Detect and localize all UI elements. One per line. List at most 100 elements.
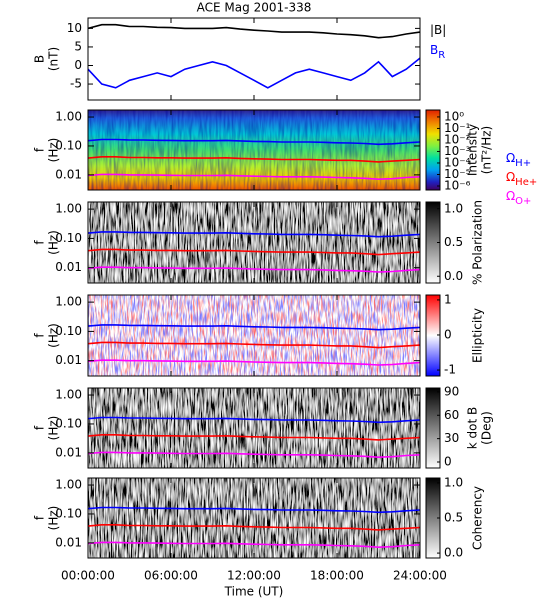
x-tick-label: 24:00:00 [393,569,447,583]
y-axis-unit: (Hz) [47,323,61,348]
colorbar-tick-label: 10⁻³ [444,144,471,158]
y-tick-label: 0.01 [55,445,82,459]
plot-frame [87,17,421,101]
gyrofrequency-line [87,324,421,331]
colorbar-label: Ellipticity [471,308,485,363]
colorbar-unit: (nT²/Hz) [480,126,494,174]
chart-title: ACE Mag 2001-338 [197,1,312,15]
y-axis-unit: (nT) [47,47,61,71]
colorbar-label: Coherency [471,486,485,550]
y-axis-label: f [33,333,47,338]
y-axis-label: f [33,240,47,245]
colorbar-tick-label: 10⁻¹ [444,121,471,135]
y-tick-label: 0.01 [55,260,82,274]
gyrofrequency-line [87,266,421,273]
x-axis-label: Time (UT) [224,585,284,599]
gyrofrequency-line [87,156,421,163]
plot-frame [87,201,421,284]
y-tick-label: 0.10 [55,138,82,152]
y-tick-label: 0.10 [55,324,82,338]
colorbar [425,294,441,377]
gyrofrequency-line [87,524,421,531]
legend-entry: ΩO+ [506,189,531,208]
colorbar-label: % Polarization [471,200,485,285]
gyrofrequency-line [87,416,421,424]
y-tick-label: 5 [74,39,82,53]
legend-entry-main: Ω [506,189,515,203]
gyrofrequency-line [87,173,421,181]
y-tick-label: 0.10 [55,506,82,520]
legend-entry-main: Ω [506,151,515,165]
legend-entry-main: |B| [430,23,446,37]
gyrofrequency-line [87,434,421,441]
legend-entry-sub: R [438,50,445,61]
colorbar-tick-label: 90 [444,384,459,398]
y-axis-unit: (Hz) [47,416,61,441]
colorbar-label: k dot B [466,407,480,449]
colorbar-tick-label: 0 [444,327,452,341]
colorbar-tick-label: 0.5 [444,511,463,525]
y-tick-label: 0.10 [55,231,82,245]
legend-entry: ΩHe+ [506,170,537,189]
legend-entry: BR [430,43,445,62]
y-tick-label: 10 [67,21,82,35]
x-tick-label: 00:00:00 [61,569,115,583]
colorbar-tick-label: 30 [444,431,459,445]
gyrofrequency-line [87,341,421,349]
y-tick-label: 1.00 [55,388,82,402]
colorbar-unit: (Deg) [480,411,494,445]
colorbar-tick-label: 1.0 [444,475,463,489]
legend-entry: |B| [430,23,446,37]
y-axis-unit: (Hz) [47,138,61,163]
colorbar-tick-label: 10⁻⁴ [444,155,471,169]
y-tick-label: 1.00 [55,478,82,492]
y-axis-label: f [33,425,47,430]
gyrofrequency-line [87,541,421,549]
gyrofrequency-line [87,138,421,146]
colorbar-tick-label: 10⁻⁶ [444,179,471,193]
plot-frame [87,294,421,377]
y-axis-unit: (Hz) [47,506,61,531]
colorbar-tick-label: 10⁻² [444,132,471,146]
gyrofrequency-line [87,359,421,366]
colorbar-tick-label: 1.0 [444,201,463,215]
y-axis-label: B [33,55,47,63]
plot-frame [87,387,421,469]
y-tick-label: 0 [74,58,82,72]
legend-entry-sub: O+ [515,196,531,207]
colorbar-tick-label: 0.5 [444,235,463,249]
colorbar-label: Intensity [466,124,480,176]
legend-entry-sub: H+ [515,158,531,169]
gyrofrequency-line [87,451,421,459]
y-axis-unit: (Hz) [47,230,61,255]
y-tick-label: 1.00 [55,202,82,216]
colorbar [425,109,441,191]
legend-entry-main: B [430,43,438,57]
legend-entry-main: Ω [506,170,515,184]
colorbar-tick-label: 60 [444,408,459,422]
colorbar [425,387,441,469]
y-tick-label: 0.01 [55,535,82,549]
y-tick-label: 1.00 [55,110,82,124]
data-line [87,57,421,89]
y-tick-label: 0.10 [55,416,82,430]
y-axis-label: f [33,147,47,152]
colorbar-tick-label: 0.0 [444,269,463,283]
gyrofrequency-line [87,248,421,256]
plot-frame [87,109,421,191]
gyrofrequency-line [87,231,421,238]
legend-entry-sub: He+ [515,177,537,188]
y-tick-label: 1.00 [55,295,82,309]
x-tick-label: 18:00:00 [310,569,364,583]
y-axis-label: f [33,515,47,520]
gyrofrequency-line [87,506,421,514]
colorbar-tick-label: 0 [444,455,452,469]
plot-frame [87,477,421,559]
y-tick-label: 0.01 [55,353,82,367]
y-tick-label: -5 [70,77,82,91]
legend-entry: ΩH+ [506,151,531,170]
data-line [87,23,421,39]
colorbar-tick-label: 1 [444,292,452,306]
x-tick-label: 06:00:00 [144,569,198,583]
